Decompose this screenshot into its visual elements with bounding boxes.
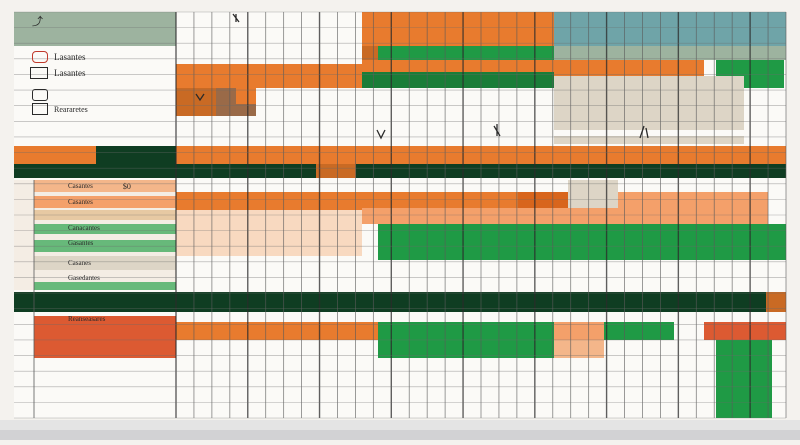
- list-item[interactable]: Casanes: [68, 258, 91, 268]
- header-band: [176, 12, 786, 144]
- list-item[interactable]: Gasantes: [68, 238, 93, 248]
- bottom-green-3[interactable]: [716, 340, 772, 364]
- footer-band-dark[interactable]: [14, 292, 786, 312]
- mark-3: [493, 124, 501, 137]
- tag-icon: [30, 67, 48, 79]
- list-item[interactable]: Gasedantes: [68, 273, 100, 283]
- folder-icon: [32, 103, 48, 115]
- row-label: Casantes: [68, 198, 93, 206]
- mid-orange-1[interactable]: [176, 192, 362, 210]
- band-dark[interactable]: [14, 164, 786, 178]
- bottom-green-2[interactable]: [604, 322, 674, 340]
- person-icon: [32, 51, 48, 63]
- sidebar-rows: Casantes $0 Casantes Canacantes Gasantes…: [14, 180, 176, 292]
- sidebar-header: [14, 12, 176, 46]
- mark-1: [232, 13, 240, 23]
- footer-band-accent[interactable]: [766, 292, 786, 312]
- cell-orange-b[interactable]: [236, 88, 256, 104]
- sidebar-row-bg-4[interactable]: [34, 224, 176, 234]
- list-item[interactable]: Casantes: [68, 197, 93, 207]
- row-label: Gasantes: [68, 239, 94, 247]
- row-label: Casantes: [68, 182, 93, 190]
- mark-4: [639, 125, 649, 139]
- bottom-label: Reanseasares: [68, 315, 106, 323]
- row-label: Gasedantes: [68, 274, 100, 282]
- sidebar: ⤴ Lasantes Lasantes Reararetes: [14, 12, 176, 132]
- row-value: $0: [122, 181, 131, 191]
- sidebar-row-bg-7[interactable]: [34, 282, 176, 290]
- band-gap: [14, 130, 786, 136]
- sidebar-item-label: Reararetes: [54, 104, 88, 114]
- row-label: Casanes: [68, 259, 91, 267]
- sidebar-row-bg-6[interactable]: [34, 256, 176, 270]
- bottom-orange-3[interactable]: [554, 322, 604, 340]
- summary-band: [14, 130, 786, 178]
- sidebar-row-bg-2[interactable]: [34, 196, 176, 208]
- mark-5: [195, 93, 205, 102]
- mid-orange-5[interactable]: [362, 208, 768, 224]
- cell-marks: [195, 13, 649, 140]
- mark-2: [376, 129, 386, 140]
- row-block-orange-2[interactable]: [362, 60, 554, 72]
- mid-peach-1[interactable]: [176, 210, 362, 226]
- bottom-orange-1[interactable]: [176, 322, 362, 340]
- cell-orange-a[interactable]: [176, 88, 216, 116]
- header-block-orange[interactable]: [362, 12, 554, 46]
- status-bar-lower: [0, 430, 800, 440]
- row-block-green-1[interactable]: [362, 72, 554, 88]
- sidebar-item-2[interactable]: Lasantes: [32, 50, 86, 64]
- band-orange-accent[interactable]: [316, 164, 356, 178]
- list-item[interactable]: Canacantes: [68, 223, 100, 233]
- sidebar-item-1[interactable]: ⤴: [32, 14, 43, 28]
- row-block-orange-1[interactable]: [176, 64, 362, 88]
- list-item[interactable]: Casantes $0: [68, 180, 131, 192]
- sidebar-item-label: Lasantes: [54, 52, 86, 62]
- sidebar-top-panel: [14, 46, 176, 126]
- mid-green-2[interactable]: [604, 224, 764, 260]
- bottom-peach[interactable]: [554, 340, 604, 358]
- grid-lines: [14, 11, 787, 419]
- band-dark-left[interactable]: [96, 146, 176, 164]
- header-block-green[interactable]: [378, 46, 554, 60]
- mid-peach-2[interactable]: [176, 226, 362, 256]
- key-icon: ⤴: [32, 16, 43, 28]
- mid-beige[interactable]: [568, 180, 618, 208]
- header-block-sage[interactable]: [554, 46, 786, 60]
- row-block-orange-3[interactable]: [554, 60, 704, 76]
- bottom-label-row[interactable]: Reanseasares: [68, 313, 105, 325]
- band-orange[interactable]: [14, 146, 786, 164]
- bottom-orange-2[interactable]: [362, 322, 378, 340]
- calendar-icon: [32, 89, 48, 101]
- row-label: Canacantes: [68, 224, 100, 232]
- sidebar-item-5[interactable]: Reararetes: [32, 102, 88, 116]
- mid-orange-2[interactable]: [362, 192, 518, 208]
- bottom-green-4[interactable]: [716, 364, 772, 418]
- sidebar-item-4[interactable]: [32, 88, 48, 102]
- header-block-teal[interactable]: [554, 12, 786, 46]
- bottom-red-2[interactable]: [704, 322, 786, 340]
- bottom-red-block[interactable]: [34, 316, 176, 358]
- sidebar-item-3[interactable]: Lasantes: [30, 66, 86, 80]
- sidebar-row-bg-1[interactable]: [34, 180, 176, 192]
- sidebar-item-label: Lasantes: [54, 68, 86, 78]
